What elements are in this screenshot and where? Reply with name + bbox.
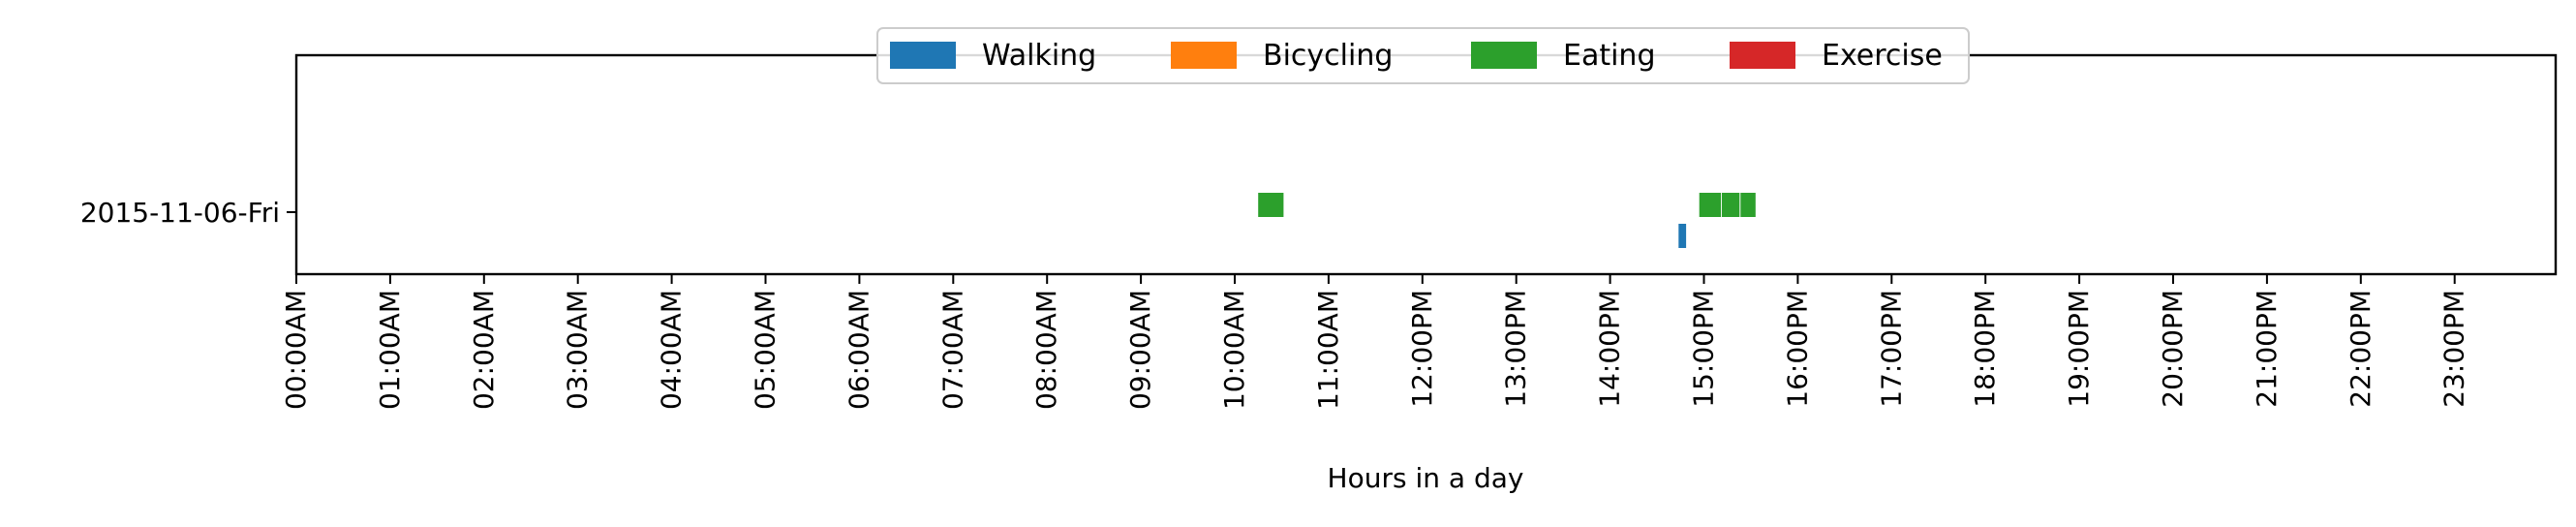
legend-label-eating: Eating xyxy=(1563,39,1656,73)
x-tick-label: 22:00PM xyxy=(2345,290,2377,408)
x-tick-label: 12:00PM xyxy=(1406,290,1438,408)
legend-frame xyxy=(876,27,1970,84)
x-tick-label: 04:00AM xyxy=(656,290,688,410)
legend-label-walking: Walking xyxy=(982,39,1096,73)
y-tick-label: 2015-11-06-Fri xyxy=(80,197,280,229)
x-tick-label: 07:00AM xyxy=(936,290,968,410)
bar-eating-0 xyxy=(1258,193,1284,217)
legend-swatch-eating xyxy=(1471,42,1537,69)
legend-label-bicycling: Bicycling xyxy=(1263,39,1393,73)
x-tick-label: 09:00AM xyxy=(1124,290,1156,410)
x-tick-label: 20:00PM xyxy=(2157,290,2189,408)
legend: Walking Bicycling Eating Exercise xyxy=(876,27,1970,84)
x-tick-label: 15:00PM xyxy=(1688,290,1720,408)
x-tick-label: 08:00AM xyxy=(1030,290,1062,410)
x-tick-label: 02:00AM xyxy=(468,290,500,410)
legend-swatch-walking xyxy=(890,42,956,69)
x-tick-label: 11:00AM xyxy=(1312,290,1344,410)
x-axis: 00:00AM 01:00AM 02:00AM 03:00AM 04:00AM 05:00… xyxy=(280,274,2470,410)
legend-swatch-exercise xyxy=(1730,42,1795,69)
bar-eating-2 xyxy=(1721,193,1740,217)
x-tick-label: 03:00AM xyxy=(562,290,594,410)
bar-walking-0 xyxy=(1678,224,1687,248)
x-tick-label: 19:00PM xyxy=(2063,290,2095,408)
data-marks xyxy=(1258,193,1756,248)
x-tick-label: 10:00AM xyxy=(1218,290,1250,410)
x-tick-label: 05:00AM xyxy=(750,290,782,410)
x-axis-title: Hours in a day xyxy=(1328,462,1524,494)
legend-label-exercise: Exercise xyxy=(1822,39,1943,73)
x-tick-label: 16:00PM xyxy=(1781,290,1813,408)
bar-eating-1 xyxy=(1699,193,1721,217)
x-tick-label: 06:00AM xyxy=(843,290,874,410)
x-tick-label: 21:00PM xyxy=(2251,290,2283,408)
x-tick-label: 18:00PM xyxy=(1969,290,2001,408)
x-tick-label: 00:00AM xyxy=(280,290,312,410)
x-tick-label: 13:00PM xyxy=(1500,290,1532,408)
x-tick-label: 17:00PM xyxy=(1875,290,1907,408)
x-tick-label: 01:00AM xyxy=(374,290,406,410)
legend-swatch-bicycling xyxy=(1171,42,1237,69)
y-axis: 2015-11-06-Fri xyxy=(80,197,296,229)
bar-eating-3 xyxy=(1740,193,1756,217)
x-tick-label: 23:00PM xyxy=(2438,290,2470,408)
x-tick-label: 14:00PM xyxy=(1594,290,1626,408)
